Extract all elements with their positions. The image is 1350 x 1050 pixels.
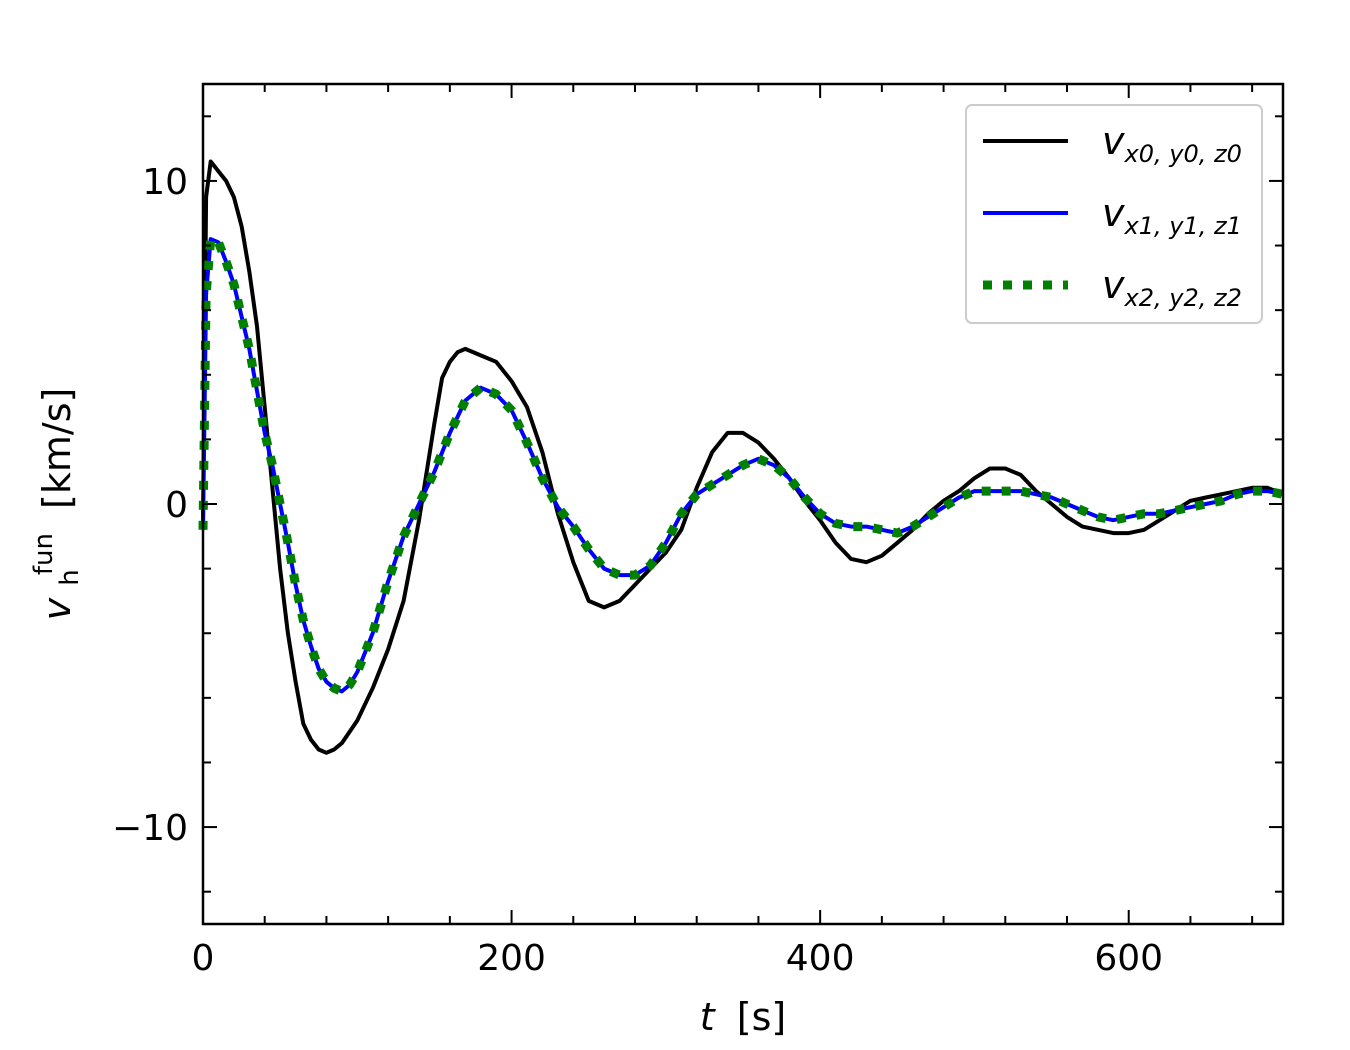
x-axis-var: t: [700, 995, 717, 1039]
x-tick-label: 200: [477, 938, 546, 979]
x-tick-label: 0: [192, 938, 215, 979]
y-axis-sub: h: [55, 569, 85, 585]
legend-entries: vx0, y0, z0 vx1, y1, z1 vx2, y2, z2: [983, 119, 1242, 312]
plot-series: [198, 159, 1284, 755]
legend-label-0: vx0, y0, z0: [1102, 119, 1242, 168]
y-tick-label: 10: [142, 162, 188, 203]
legend-label-2: vx2, y2, z2: [1102, 263, 1242, 312]
y-axis-label: v h fun [km/s]: [17, 388, 87, 621]
ticks: [202, 84, 1283, 924]
legend-box: [965, 104, 1263, 324]
y-axis-var: v: [35, 597, 79, 620]
y-axis-sup: fun: [29, 533, 59, 575]
tick-labels: 0 200 400 600 −10 0 10: [112, 162, 1163, 979]
legend: vx0, y0, z0 vx1, y1, z1 vx2, y2, z2: [965, 104, 1263, 324]
y-axis-unit: [km/s]: [35, 388, 79, 509]
x-axis-unit: [s]: [737, 995, 786, 1039]
y-tick-label: −10: [112, 808, 188, 849]
x-tick-label: 400: [786, 938, 855, 979]
x-tick-label: 600: [1094, 938, 1163, 979]
legend-label-1: vx1, y1, z1: [1102, 191, 1242, 240]
series-line-1: [201, 237, 1284, 694]
y-tick-label: 0: [165, 485, 188, 526]
x-axis-label: t [s]: [700, 995, 786, 1039]
